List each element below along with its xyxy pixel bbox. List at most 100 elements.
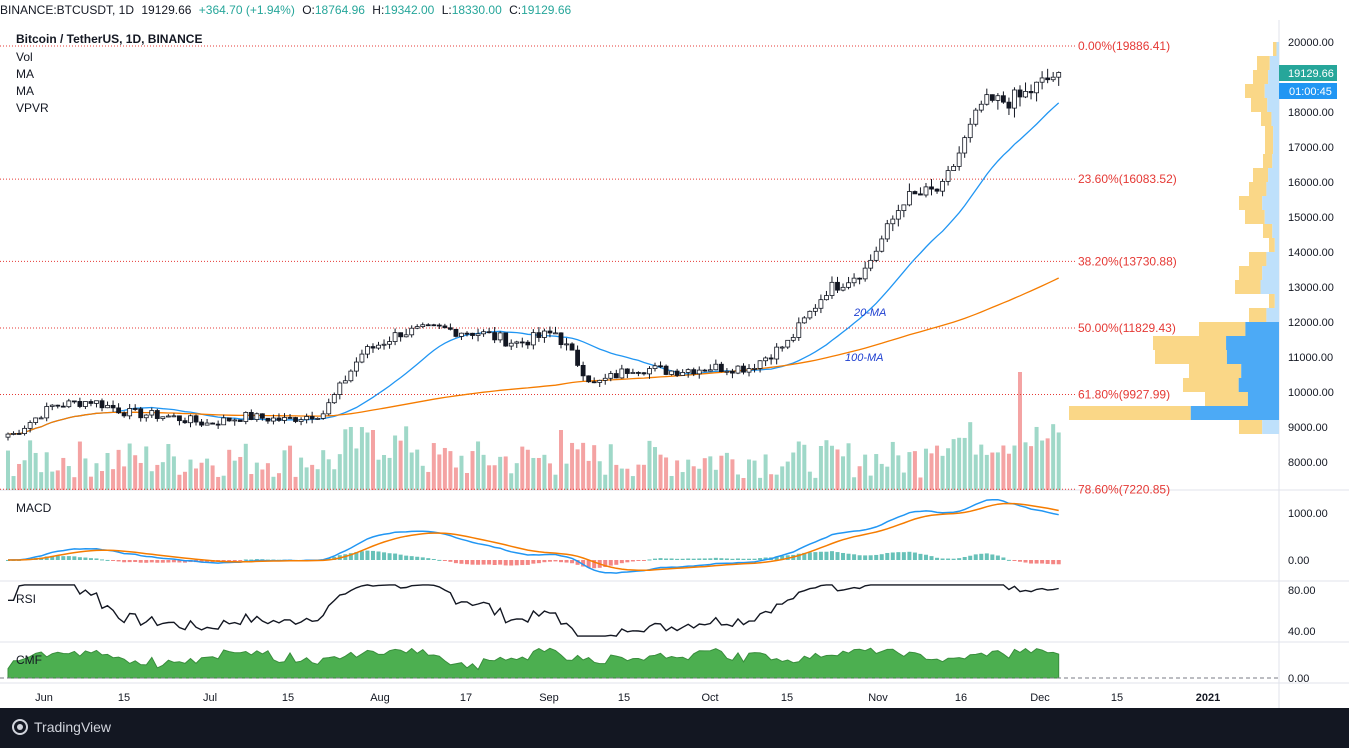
fibonacci-levels[interactable]: 0.00%(19886.41) 23.60%(16083.52) 38.20%(13…: [0, 39, 1177, 496]
volume-bar: [935, 445, 940, 490]
volume-bar: [901, 472, 906, 490]
candle-body: [436, 324, 442, 327]
volume-bar: [1034, 426, 1039, 490]
macd-histogram-bar: [896, 552, 901, 560]
volume-bar: [1051, 424, 1056, 490]
candle-body: [824, 295, 829, 301]
candle-body: [138, 408, 144, 419]
close-value: 19129.66: [521, 3, 572, 17]
macd-histogram-bar: [990, 554, 995, 560]
candle-body: [387, 341, 392, 345]
macd-histogram-bar: [387, 553, 392, 560]
symbol-label[interactable]: BINANCE:BTCUSDT, 1D: [0, 3, 135, 17]
legend-item-ma100[interactable]: MA: [16, 84, 34, 98]
macd-histogram-bar: [885, 552, 890, 560]
volume-bar: [177, 474, 182, 490]
macd-histogram-bar: [868, 555, 873, 560]
candle-body: [276, 417, 282, 421]
candle-body: [652, 365, 658, 369]
candle-body: [398, 332, 404, 338]
macd-histogram-bar: [1051, 560, 1056, 565]
vpvr-bar-buy: [1264, 84, 1279, 98]
legend-item-vpvr[interactable]: VPVR: [16, 101, 49, 115]
rsi-label[interactable]: RSI: [16, 592, 36, 606]
candle-body: [403, 334, 409, 338]
candle-body: [1006, 101, 1012, 109]
volume-bar: [807, 471, 812, 490]
candle-body: [619, 368, 625, 379]
macd-histogram-bar: [83, 557, 88, 560]
volume-bar: [404, 426, 409, 490]
tradingview-logo[interactable]: TradingView: [12, 719, 111, 735]
macd-histogram-bar: [912, 552, 917, 560]
candle-body: [182, 420, 188, 424]
macd-histogram-bar: [741, 558, 746, 560]
candle-body: [901, 204, 907, 212]
volume-bar: [907, 452, 912, 490]
price-candles[interactable]: [5, 68, 1062, 441]
macd-histogram-bar: [199, 560, 204, 563]
macd-histogram-bar: [879, 554, 884, 560]
price-tick-label: 14000.00: [1288, 247, 1334, 259]
candlestick-chart[interactable]: 0.00%(19886.41) 23.60%(16083.52) 38.20%(13…: [0, 20, 1349, 708]
volume-bar: [243, 443, 248, 490]
candle-body: [779, 346, 785, 349]
vpvr-bar-buy: [1272, 154, 1279, 168]
pane-separators: [0, 20, 1349, 708]
vpvr-bar-sell: [1273, 42, 1277, 56]
pane-label-group: MACD RSI CMF: [16, 501, 52, 667]
macd-histogram-bar: [205, 560, 210, 563]
candle-body: [254, 413, 260, 420]
volume-bars: [6, 372, 1061, 490]
candle-body: [66, 400, 72, 408]
volume-bar: [780, 466, 785, 490]
volume-bar: [116, 449, 121, 490]
volume-bar: [387, 457, 392, 490]
macd-histogram-bar: [481, 560, 486, 565]
candle-body: [492, 332, 498, 341]
time-tick-label: Aug: [370, 692, 390, 704]
macd-histogram-bar: [94, 558, 99, 560]
cmf-pane[interactable]: [0, 647, 1279, 679]
rsi-pane[interactable]: [8, 584, 1059, 637]
volume-bar: [476, 441, 481, 490]
macd-histogram-bar: [829, 551, 834, 560]
candle-body: [237, 419, 243, 422]
fib-label: 50.00%(11829.43): [1078, 321, 1176, 335]
volume-bar: [923, 448, 928, 490]
volume-bar: [431, 443, 436, 490]
candle-body: [353, 361, 359, 372]
candle-body: [94, 400, 99, 404]
macd-histogram-bar: [780, 555, 785, 560]
macd-histogram-bar: [133, 560, 138, 563]
volume-bar: [487, 465, 492, 490]
fib-label: 23.60%(16083.52): [1078, 172, 1177, 186]
candle-body: [38, 417, 44, 420]
legend-item-ma20[interactable]: MA: [16, 67, 34, 81]
volume-bar: [448, 451, 453, 490]
macd-histogram-bar: [763, 557, 768, 560]
vpvr-bar-sell: [1153, 336, 1227, 350]
candle-body: [564, 343, 569, 346]
macd-histogram-bar: [536, 560, 541, 564]
candle-body: [143, 414, 149, 419]
macd-histogram-bar: [603, 560, 608, 567]
candle-body: [304, 416, 310, 421]
volume-bar: [818, 446, 823, 490]
legend-item-vol[interactable]: Vol: [16, 50, 33, 64]
macd-label[interactable]: MACD: [16, 501, 52, 515]
candle-body: [978, 103, 984, 111]
volume-bar: [426, 471, 431, 490]
cmf-label[interactable]: CMF: [16, 653, 42, 667]
volume-bar: [940, 455, 945, 490]
vpvr-bar-sell: [1269, 238, 1275, 252]
candle-body: [647, 368, 652, 375]
vpvr-bar-buy: [1266, 252, 1279, 266]
macd-histogram-bar: [520, 560, 525, 566]
vpvr-bar-buy: [1268, 168, 1279, 182]
candle-body: [774, 346, 780, 360]
macd-histogram-bar: [105, 559, 110, 561]
macd-histogram-bar: [686, 558, 691, 560]
macd-pane[interactable]: [6, 498, 1061, 574]
volume-bar: [276, 473, 281, 490]
